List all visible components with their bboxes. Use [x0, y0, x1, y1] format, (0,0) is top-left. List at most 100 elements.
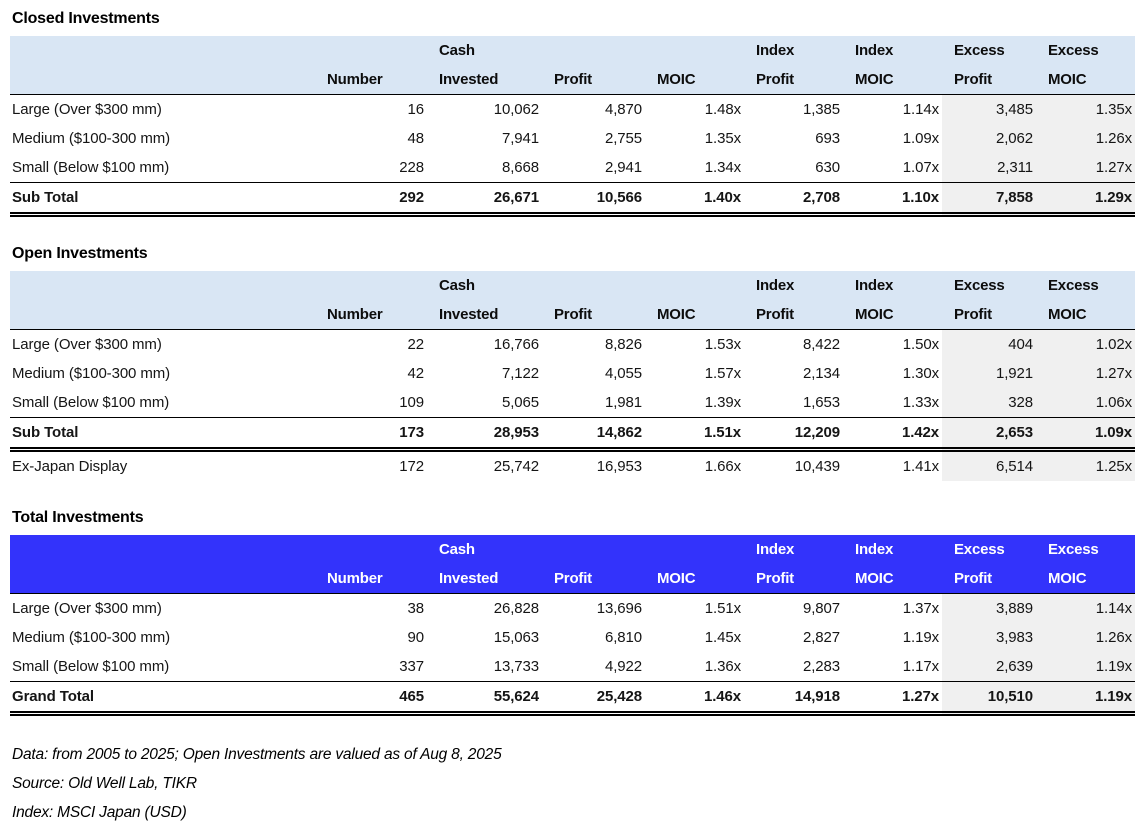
- cell-excess-profit: 2,311: [942, 153, 1036, 183]
- cell-index-profit: 693: [815, 130, 840, 147]
- cell-cash-invested: 26,828: [493, 600, 539, 617]
- cell-index-moic: 1.10x: [843, 182, 942, 217]
- header-line: Invested: [439, 71, 499, 88]
- row-label: Sub Total: [10, 417, 315, 452]
- cell-cash-invested: 55,624: [427, 681, 542, 716]
- cell-excess-profit: 3,889: [942, 593, 1036, 623]
- header-line: [327, 535, 427, 564]
- closed-investments-section: Closed Investments Number Cash Invested P…: [10, 9, 1135, 217]
- header-line: [12, 271, 315, 300]
- cell-number: 172: [399, 458, 424, 475]
- header-line: [657, 36, 744, 65]
- cell-profit: 4,870: [604, 101, 642, 118]
- cell-excess-profit: 6,514: [942, 449, 1036, 481]
- cell-profit: 16,953: [596, 458, 642, 475]
- cell-number: 465: [315, 681, 427, 716]
- open-investments-table: Number Cash Invested Profit MOIC Index Pro…: [10, 271, 1135, 481]
- cell-profit: 10,566: [542, 182, 645, 217]
- col-header-moic: MOIC: [645, 535, 744, 594]
- cell-index-profit: 630: [815, 159, 840, 176]
- table-title: Open Investments: [12, 245, 148, 262]
- cell-profit: 2,941: [604, 159, 642, 176]
- col-header-excess-profit: Excess Profit: [942, 36, 1036, 95]
- header-line: Profit: [954, 306, 992, 323]
- col-header-index-moic: Index MOIC: [843, 271, 942, 330]
- header-line: Profit: [554, 306, 592, 323]
- cell-number: 16: [407, 101, 425, 118]
- cell-cash-invested: 7,122: [501, 365, 539, 382]
- cell-moic: 1.51x: [645, 417, 744, 452]
- table-title: Total Investments: [12, 509, 144, 526]
- row-label: Medium ($100-300 mm): [12, 629, 171, 646]
- cell-index-moic: 1.50x: [902, 336, 939, 353]
- col-header-index-profit: Index Profit: [744, 271, 843, 330]
- header-line: Cash: [439, 541, 475, 558]
- table-row: Medium ($100-300 mm) 90 15,063 6,810 1.4…: [10, 623, 1135, 652]
- cell-index-profit: 2,827: [802, 629, 840, 646]
- cell-index-profit: 12,209: [744, 417, 843, 452]
- col-header-excess-profit: Excess Profit: [942, 271, 1036, 330]
- row-label: Ex-Japan Display: [12, 458, 128, 475]
- row-label: Sub Total: [10, 182, 315, 217]
- total-investments-table: Number Cash Invested Profit MOIC Index Pro…: [10, 535, 1135, 716]
- header-line: Excess: [1048, 42, 1099, 59]
- cell-cash-invested: 26,671: [427, 182, 542, 217]
- cell-index-moic: 1.41x: [902, 458, 939, 475]
- cell-index-moic: 1.19x: [902, 629, 939, 646]
- header-line: MOIC: [657, 306, 696, 323]
- row-label: Small (Below $100 mm): [12, 394, 170, 411]
- cell-profit: 13,696: [596, 600, 642, 617]
- header-line: MOIC: [1048, 306, 1087, 323]
- header-line: [327, 36, 427, 65]
- cell-excess-profit: 1,921: [942, 359, 1036, 388]
- col-header-excess-moic: Excess MOIC: [1036, 535, 1135, 594]
- header-line: Profit: [954, 570, 992, 587]
- cell-index-moic: 1.09x: [902, 130, 939, 147]
- header-line: [327, 271, 427, 300]
- footnote-data-range: Data: from 2005 to 2025; Open Investment…: [12, 746, 502, 763]
- cell-index-profit: 1,653: [802, 394, 840, 411]
- cell-number: 173: [315, 417, 427, 452]
- cell-moic: 1.51x: [704, 600, 741, 617]
- cell-index-moic: 1.33x: [902, 394, 939, 411]
- col-header-profit: Profit: [542, 36, 645, 95]
- col-header-moic: MOIC: [645, 271, 744, 330]
- col-header-excess-moic: Excess MOIC: [1036, 271, 1135, 330]
- header-line: Excess: [954, 541, 1005, 558]
- header-line: [554, 271, 645, 300]
- header-row: Number Cash Invested Profit MOIC Index Pro…: [10, 535, 1135, 594]
- row-label: Small (Below $100 mm): [12, 658, 170, 675]
- header-line: Profit: [756, 570, 794, 587]
- cell-profit: 4,055: [604, 365, 642, 382]
- cell-excess-moic: 1.27x: [1036, 153, 1135, 183]
- cell-index-moic: 1.27x: [843, 681, 942, 716]
- cell-index-profit: 8,422: [802, 336, 840, 353]
- cell-number: 90: [407, 629, 425, 646]
- cell-cash-invested: 7,941: [501, 130, 539, 147]
- header-line: Profit: [554, 71, 592, 88]
- closed-investments-table: Number Cash Invested Profit MOIC Index Pro…: [10, 36, 1135, 217]
- cell-index-profit: 14,918: [744, 681, 843, 716]
- col-header-label: [10, 271, 315, 330]
- cell-cash-invested: 13,733: [493, 658, 539, 675]
- col-header-excess-moic: Excess MOIC: [1036, 36, 1135, 95]
- cell-moic: 1.66x: [704, 458, 741, 475]
- table-row: Small (Below $100 mm) 109 5,065 1,981 1.…: [10, 388, 1135, 418]
- cell-excess-moic: 1.06x: [1036, 388, 1135, 418]
- header-line: Excess: [1048, 277, 1099, 294]
- open-investments-section: Open Investments Number Cash Invested Pro…: [10, 244, 1135, 481]
- cell-cash-invested: 8,668: [501, 159, 539, 176]
- cell-index-moic: 1.14x: [902, 101, 939, 118]
- col-header-cash-invested: Cash Invested: [427, 271, 542, 330]
- cell-index-moic: 1.37x: [902, 600, 939, 617]
- footnote-index: Index: MSCI Japan (USD): [12, 804, 187, 821]
- cell-index-profit: 10,439: [794, 458, 840, 475]
- header-line: MOIC: [1048, 71, 1087, 88]
- cell-excess-moic: 1.29x: [1036, 182, 1135, 217]
- col-header-profit: Profit: [542, 271, 645, 330]
- col-header-cash-invested: Cash Invested: [427, 535, 542, 594]
- cell-profit: 2,755: [604, 130, 642, 147]
- header-line: Profit: [554, 570, 592, 587]
- header-line: Number: [327, 570, 383, 587]
